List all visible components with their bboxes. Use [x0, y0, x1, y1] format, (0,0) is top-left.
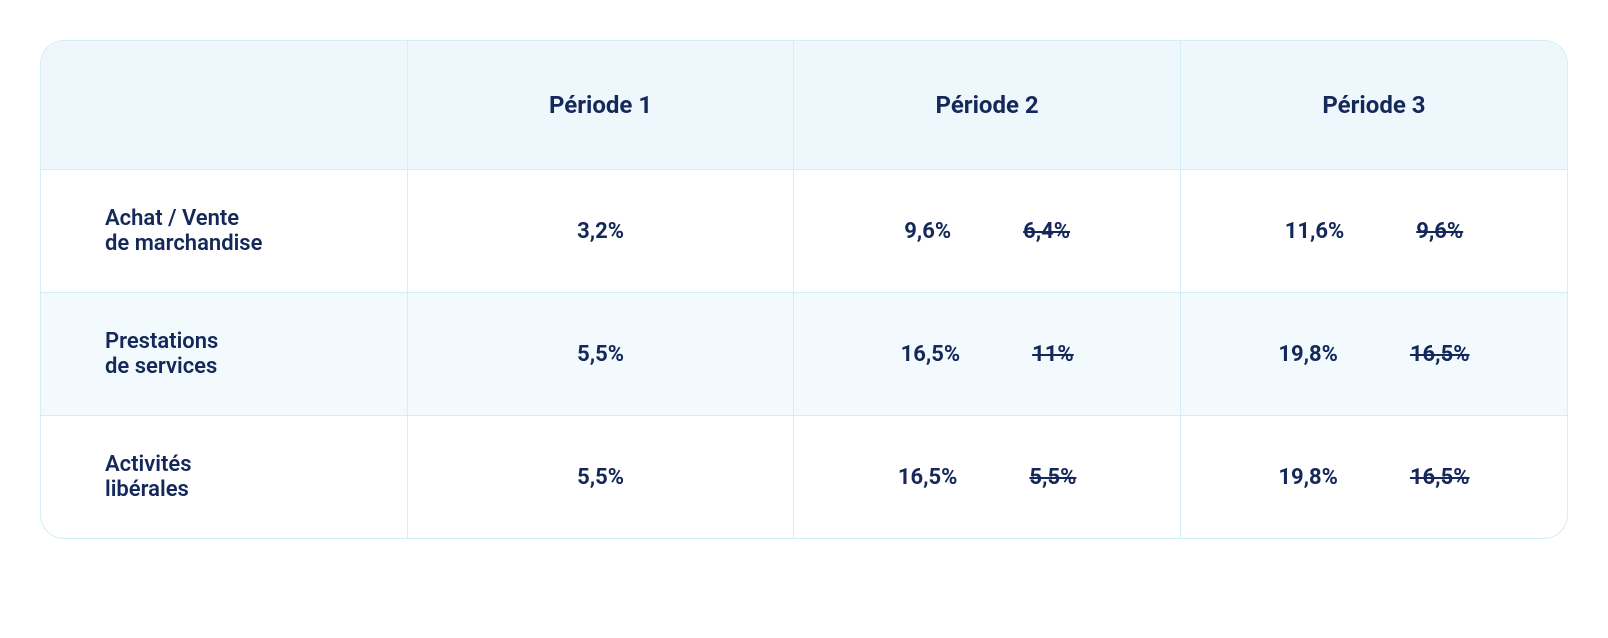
cell-struck-value: 5,5%	[1029, 465, 1076, 490]
cell-value: 16,5%	[898, 465, 958, 490]
cell-value: 19,8%	[1278, 465, 1338, 490]
cell-value: 19,8%	[1278, 342, 1338, 367]
cell-struck-value: 11%	[1032, 342, 1074, 367]
row-label: Activités libérales	[41, 416, 407, 539]
cell-value: 11,6%	[1285, 219, 1345, 244]
cell-p1: 5,5%	[407, 416, 794, 539]
cell-struck-value: 6,4%	[1023, 219, 1070, 244]
cell-value: 16,5%	[901, 342, 961, 367]
cell-p2: 9,6% 6,4%	[794, 170, 1181, 293]
col-header-p3: Période 3	[1180, 41, 1567, 170]
cell-p3: 11,6% 9,6%	[1180, 170, 1567, 293]
cell-p2: 16,5% 5,5%	[794, 416, 1181, 539]
table-element: Période 1 Période 2 Période 3 Achat / Ve…	[41, 41, 1567, 538]
col-header-p1: Période 1	[407, 41, 794, 170]
cell-p1: 5,5%	[407, 293, 794, 416]
cell-value: 9,6%	[904, 219, 951, 244]
row-label-line2: de services	[105, 354, 383, 379]
cell-p3: 19,8% 16,5%	[1180, 416, 1567, 539]
cell-value: 3,2%	[577, 219, 624, 244]
row-label-line2: de marchandise	[105, 231, 383, 256]
row-label-line1: Achat / Vente	[105, 206, 383, 231]
row-label: Achat / Vente de marchandise	[41, 170, 407, 293]
cell-p3: 19,8% 16,5%	[1180, 293, 1567, 416]
table-row: Prestations de services 5,5% 16,5% 11% 1…	[41, 293, 1567, 416]
cell-value: 5,5%	[577, 342, 624, 367]
row-label-line1: Prestations	[105, 329, 383, 354]
cell-p1: 3,2%	[407, 170, 794, 293]
row-label-line1: Activités	[105, 452, 383, 477]
table-row: Activités libérales 5,5% 16,5% 5,5% 19,8…	[41, 416, 1567, 539]
table-row: Achat / Vente de marchandise 3,2% 9,6% 6…	[41, 170, 1567, 293]
row-label-line2: libérales	[105, 477, 383, 502]
header-row: Période 1 Période 2 Période 3	[41, 41, 1567, 170]
row-label: Prestations de services	[41, 293, 407, 416]
cell-struck-value: 9,6%	[1416, 219, 1463, 244]
header-blank	[41, 41, 407, 170]
cell-struck-value: 16,5%	[1410, 342, 1470, 367]
rates-table: Période 1 Période 2 Période 3 Achat / Ve…	[40, 40, 1568, 539]
cell-value: 5,5%	[577, 465, 624, 490]
cell-struck-value: 16,5%	[1410, 465, 1470, 490]
cell-p2: 16,5% 11%	[794, 293, 1181, 416]
col-header-p2: Période 2	[794, 41, 1181, 170]
